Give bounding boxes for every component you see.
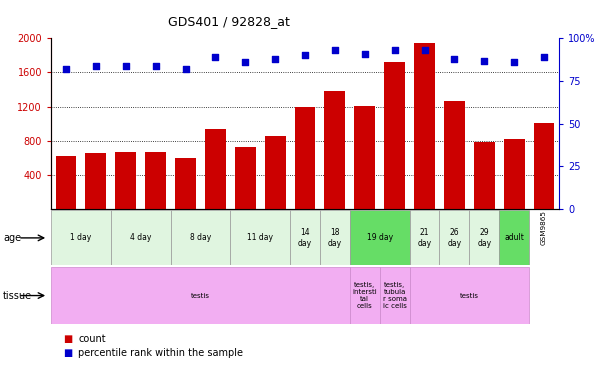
Point xyxy=(330,48,340,53)
Bar xyxy=(534,123,555,209)
Text: 26
day: 26 day xyxy=(447,228,462,248)
Point xyxy=(240,59,250,65)
Bar xyxy=(111,210,171,265)
Bar xyxy=(409,267,529,324)
Text: 8 day: 8 day xyxy=(190,234,211,242)
Point xyxy=(419,48,429,53)
Text: GDS401 / 92828_at: GDS401 / 92828_at xyxy=(168,15,290,28)
Bar xyxy=(320,210,350,265)
Point xyxy=(300,53,310,59)
Text: 11 day: 11 day xyxy=(247,234,273,242)
Point xyxy=(480,57,489,63)
Text: 1 day: 1 day xyxy=(70,234,91,242)
Bar xyxy=(235,146,255,209)
Text: 18
day: 18 day xyxy=(328,228,342,248)
Point xyxy=(181,66,191,72)
Bar xyxy=(294,107,316,209)
Bar xyxy=(469,210,499,265)
Point xyxy=(509,59,519,65)
Text: count: count xyxy=(78,333,106,344)
Point xyxy=(61,66,71,72)
Text: ■: ■ xyxy=(63,333,72,344)
Text: tissue: tissue xyxy=(3,291,32,300)
Text: adult: adult xyxy=(504,234,524,242)
Bar xyxy=(51,210,111,265)
Bar xyxy=(504,139,525,209)
Text: percentile rank within the sample: percentile rank within the sample xyxy=(78,348,243,358)
Bar xyxy=(55,156,76,209)
Bar xyxy=(414,43,435,209)
Text: 14
day: 14 day xyxy=(298,228,312,248)
Bar xyxy=(290,210,320,265)
Point xyxy=(210,54,220,60)
Bar xyxy=(115,153,136,209)
Text: testis,
intersti
tal
cells: testis, intersti tal cells xyxy=(352,282,377,309)
Bar xyxy=(145,152,166,209)
Point xyxy=(390,48,400,53)
Bar xyxy=(171,210,230,265)
Point xyxy=(91,63,101,68)
Point xyxy=(360,51,370,57)
Bar xyxy=(355,106,375,209)
Bar xyxy=(350,210,409,265)
Bar xyxy=(325,91,346,209)
Bar xyxy=(350,267,380,324)
Bar xyxy=(474,142,495,209)
Bar xyxy=(85,153,106,209)
Bar xyxy=(499,210,529,265)
Text: 19 day: 19 day xyxy=(367,234,392,242)
Text: 29
day: 29 day xyxy=(477,228,491,248)
Bar xyxy=(230,210,290,265)
Point xyxy=(151,63,160,68)
Text: age: age xyxy=(3,233,21,243)
Point xyxy=(450,56,459,62)
Bar xyxy=(175,158,196,209)
Text: 21
day: 21 day xyxy=(418,228,432,248)
Point xyxy=(121,63,130,68)
Point xyxy=(539,54,549,60)
Bar xyxy=(264,136,285,209)
Text: 4 day: 4 day xyxy=(130,234,151,242)
Text: ■: ■ xyxy=(63,348,72,358)
Bar xyxy=(444,101,465,209)
Bar xyxy=(439,210,469,265)
Bar xyxy=(380,267,409,324)
Point xyxy=(270,56,280,62)
Bar xyxy=(384,62,405,209)
Bar xyxy=(409,210,439,265)
Text: testis: testis xyxy=(191,292,210,299)
Bar xyxy=(51,267,350,324)
Text: testis,
tubula
r soma
ic cells: testis, tubula r soma ic cells xyxy=(383,282,407,309)
Text: testis: testis xyxy=(460,292,479,299)
Bar xyxy=(205,128,226,209)
